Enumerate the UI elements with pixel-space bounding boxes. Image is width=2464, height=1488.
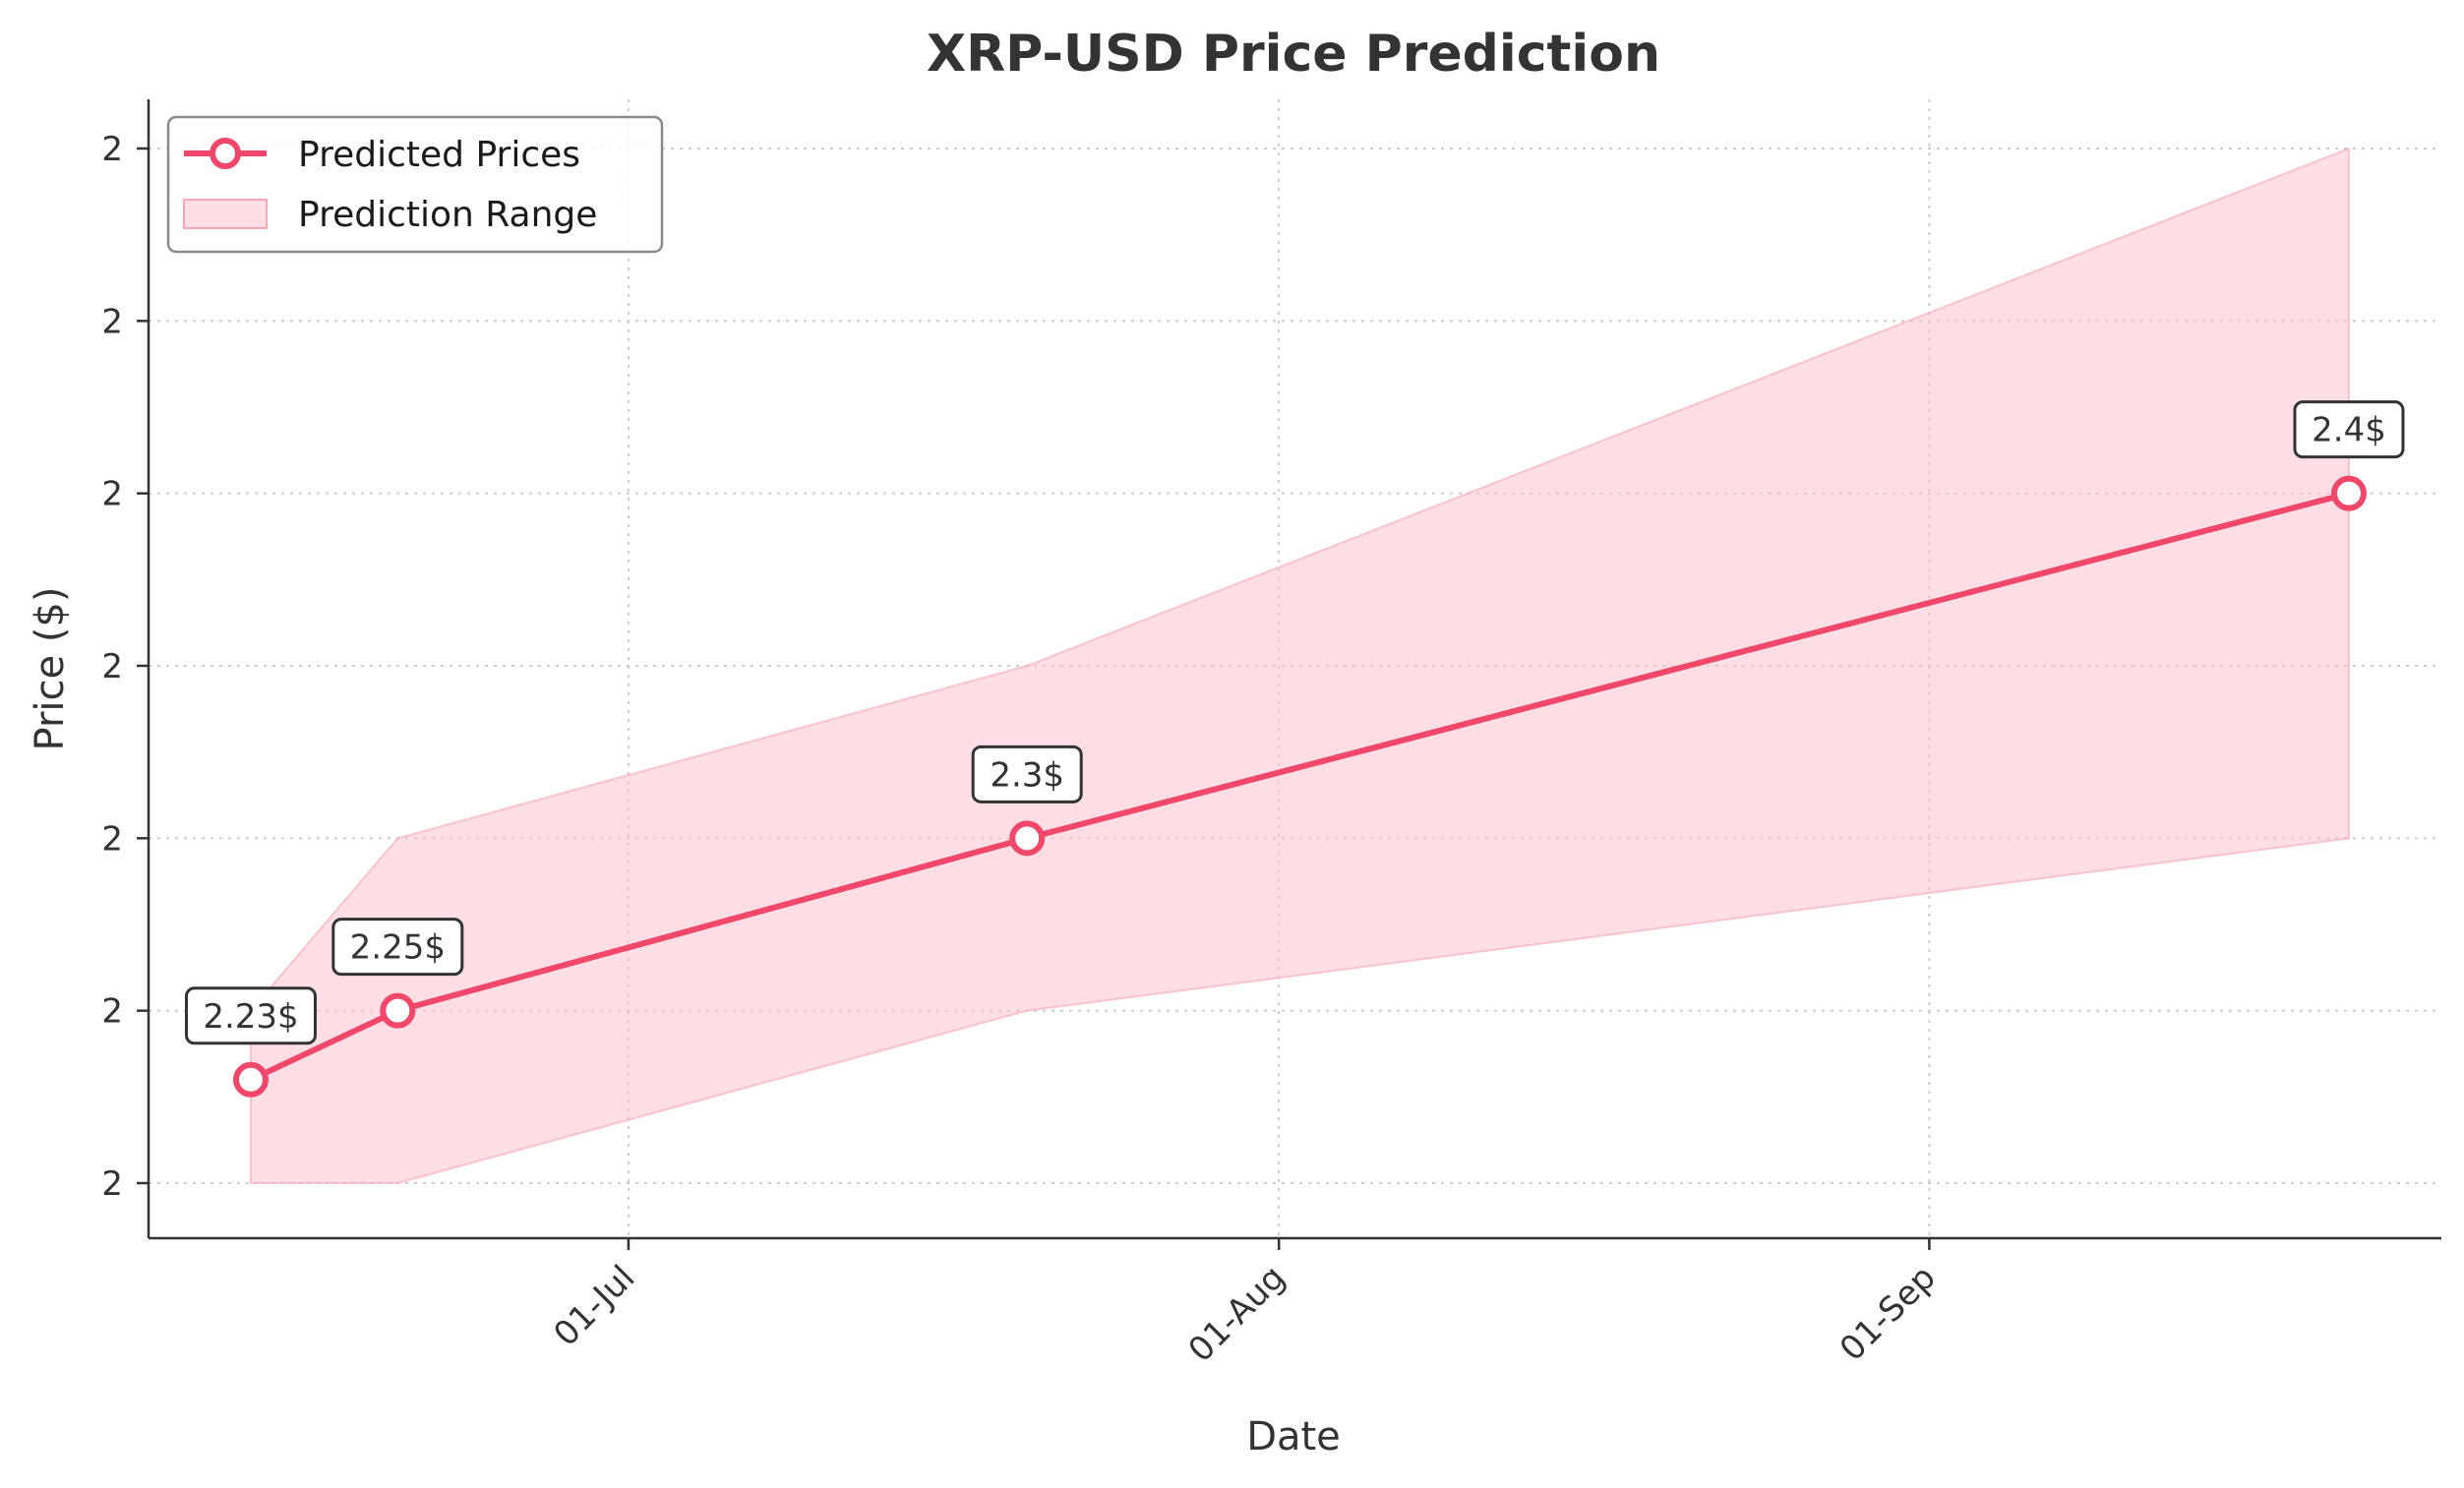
- predicted-price-point: [1009, 820, 1046, 857]
- y-tick-label: 2: [101, 992, 123, 1032]
- legend-area-swatch: [183, 199, 268, 229]
- legend-frame: [166, 115, 664, 254]
- x-tick-label: 01-Sep: [1833, 1258, 1944, 1369]
- data-label-box: [331, 918, 464, 977]
- legend: Predicted Prices Prediction Range: [166, 115, 664, 254]
- y-tick-label: 2: [101, 302, 123, 341]
- data-label-box: [184, 986, 317, 1045]
- data-label: 2.23$: [203, 997, 298, 1037]
- y-tick-label: 2: [101, 1164, 123, 1204]
- prediction-range-band: [249, 147, 2350, 1184]
- x-axis-label: Date: [1246, 1414, 1341, 1459]
- predicted-prices-path: [249, 490, 2350, 1083]
- y-axis-label: Price ($): [28, 587, 73, 751]
- x-axis-ticks: 01-Jul 01-Aug 01-Sep: [546, 1238, 1944, 1370]
- data-label-box: [2293, 400, 2405, 459]
- legend-marker-swatch: [210, 138, 241, 169]
- x-tick-label: 01-Aug: [1181, 1258, 1293, 1370]
- data-label: 2.25$: [350, 928, 446, 968]
- predicted-price-point: [2330, 475, 2367, 511]
- legend-label-predicted: Predicted Prices: [298, 135, 580, 175]
- predicted-prices-points: [232, 475, 2367, 1098]
- predicted-price-point: [380, 992, 416, 1029]
- y-tick-label: 2: [101, 819, 123, 859]
- data-label-box: [971, 744, 1083, 804]
- chart-title: XRP-USD Price Prediction: [927, 25, 1660, 84]
- y-tick-label: 2: [101, 647, 123, 686]
- legend-label-range: Prediction Range: [298, 195, 597, 235]
- y-tick-label: 2: [101, 130, 123, 169]
- y-axis-ticks: 2 2 2 2 2 2 2: [101, 130, 149, 1204]
- data-label: 2.4$: [2312, 411, 2386, 450]
- data-labels: 2.23$ 2.25$ 2.3$ 2.4$: [184, 400, 2405, 1045]
- x-tick-label: 01-Jul: [546, 1258, 642, 1354]
- predicted-prices-line: [249, 490, 2350, 1083]
- data-label: 2.3$: [990, 755, 1064, 795]
- y-tick-label: 2: [101, 475, 123, 514]
- prediction-range-area: [249, 147, 2350, 1184]
- predicted-price-point: [232, 1061, 269, 1098]
